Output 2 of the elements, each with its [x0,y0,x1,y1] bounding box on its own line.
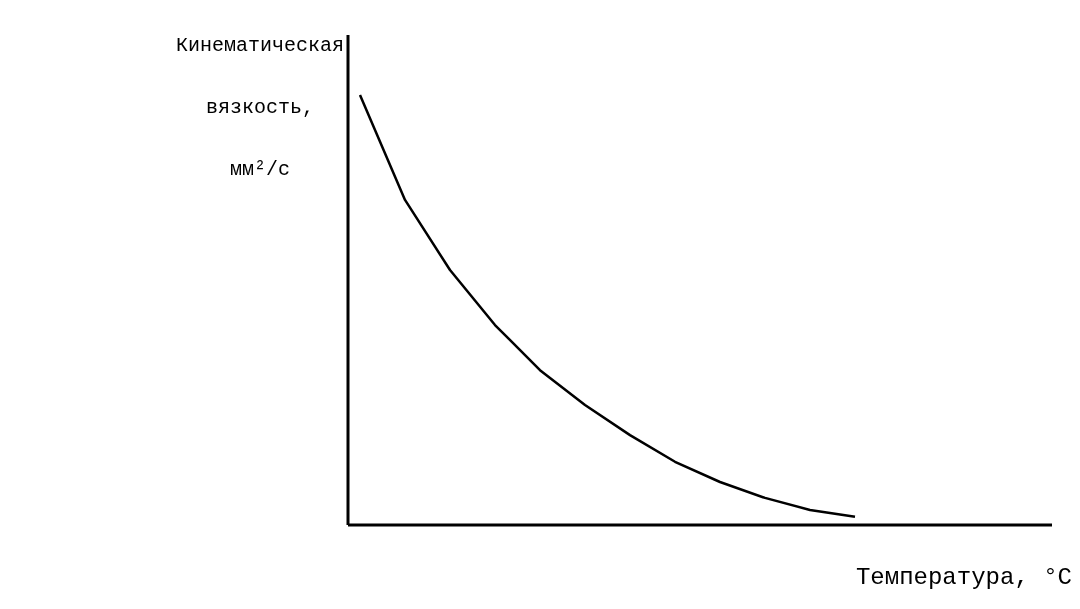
x-axis-title: Температура, °C [855,564,1072,591]
text: Кинематическая вязкость, мм²/с [175,34,345,181]
